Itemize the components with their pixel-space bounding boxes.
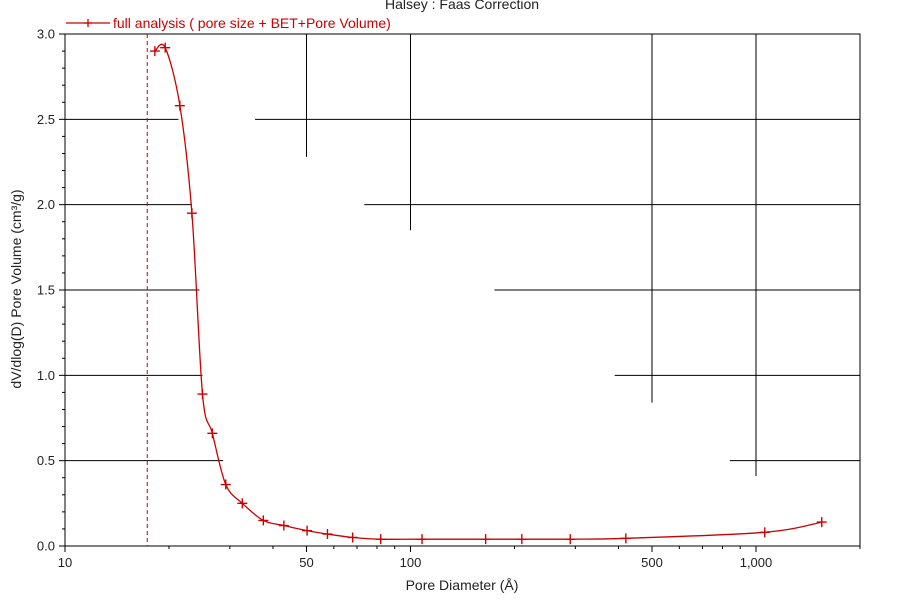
series-line xyxy=(154,43,822,540)
y-tick-label: 0.5 xyxy=(37,453,55,468)
data-point-marker xyxy=(174,100,185,111)
y-tick-label: 2.0 xyxy=(37,197,55,212)
x-tick-label: 10 xyxy=(58,555,72,570)
y-axis-ticks: 0.0 0.5 1.0 1.5 2.0 2.5 3.0 xyxy=(37,27,65,554)
x-tick-label: 100 xyxy=(400,555,422,570)
chart-title: Halsey : Faas Correction xyxy=(385,0,539,12)
y-tick-label: 1.0 xyxy=(37,368,55,383)
data-point-marker xyxy=(816,517,827,528)
data-point-marker xyxy=(480,534,491,545)
data-point-marker xyxy=(302,525,313,536)
x-axis-title: Pore Diameter (Å) xyxy=(406,577,519,593)
data-point-marker xyxy=(322,529,333,540)
data-point-marker xyxy=(207,428,218,439)
data-point-marker xyxy=(565,534,576,545)
x-tick-label: 1,000 xyxy=(740,555,773,570)
y-tick-label: 3.0 xyxy=(37,27,55,42)
data-point-marker xyxy=(759,527,770,538)
plot-area: 10 50 100 500 1,000 0.0 0.5 1.0 1.5 2.0 2.5 3.0 xyxy=(37,27,861,570)
data-point-marker xyxy=(417,534,428,545)
data-point-marker xyxy=(620,533,631,544)
data-point-marker xyxy=(516,534,527,545)
y-axis-title: dV/dlog(D) Pore Volume (cm³/g) xyxy=(8,189,24,388)
data-point-marker xyxy=(186,208,197,219)
data-point-marker xyxy=(237,498,248,509)
data-point-marker xyxy=(258,515,269,526)
data-point-marker xyxy=(220,479,231,490)
background-lines xyxy=(65,34,860,477)
y-tick-label: 2.5 xyxy=(37,112,55,127)
x-tick-label: 50 xyxy=(299,555,313,570)
x-tick-label: 500 xyxy=(641,555,663,570)
y-tick-label: 0.0 xyxy=(37,539,55,554)
y-tick-label: 1.5 xyxy=(37,283,55,298)
series-markers xyxy=(149,42,827,545)
data-point-marker xyxy=(278,520,289,531)
data-point-marker xyxy=(347,532,358,543)
data-point-marker xyxy=(149,46,160,57)
data-point-marker xyxy=(375,534,386,545)
x-axis-ticks: 10 50 100 500 1,000 xyxy=(58,546,861,570)
legend-label: full analysis ( pore size + BET+Pore Vol… xyxy=(113,15,391,31)
data-point-marker xyxy=(197,389,208,400)
legend: full analysis ( pore size + BET+Pore Vol… xyxy=(66,15,391,31)
data-point-marker xyxy=(160,42,171,53)
legend-plus-marker xyxy=(84,19,92,27)
